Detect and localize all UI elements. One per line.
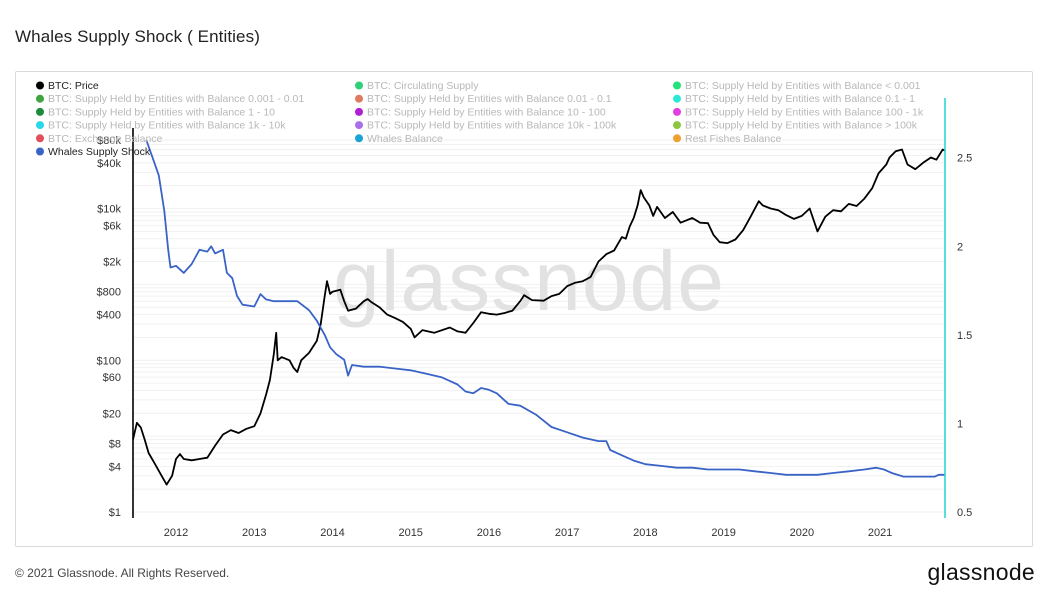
legend-item: BTC: Supply Held by Entities with Balanc…: [673, 80, 921, 92]
legend-swatch: [355, 94, 363, 103]
legend-swatch: [355, 134, 363, 143]
legend-swatch: [355, 121, 363, 130]
legend-swatch: [673, 81, 681, 90]
right-tick-label: 1: [957, 418, 963, 430]
left-tick-label: $800: [97, 287, 121, 299]
x-tick-label: 2019: [711, 527, 735, 539]
grid-layer: [133, 139, 945, 513]
legend-item: BTC: Supply Held by Entities with Balanc…: [36, 106, 275, 118]
left-tick-label: $1: [109, 507, 121, 519]
legend-label: BTC: Supply Held by Entities with Balanc…: [48, 93, 304, 105]
legend-label: BTC: Supply Held by Entities with Balanc…: [48, 106, 275, 118]
left-tick-label: $80k: [97, 135, 121, 147]
whales-supply-shock-line: [145, 139, 945, 478]
legend-swatch: [673, 107, 681, 116]
legend-swatch: [673, 134, 681, 143]
x-tick-label: 2018: [633, 527, 657, 539]
series-layer: [132, 139, 946, 486]
x-tick-label: 2014: [320, 527, 344, 539]
right-tick-label: 2.5: [957, 153, 972, 165]
left-tick-label: $60: [103, 372, 121, 384]
legend-item: BTC: Exchange Balance: [36, 133, 163, 145]
legend-swatch: [355, 81, 363, 90]
left-tick-label: $100: [97, 355, 121, 367]
legend-item: BTC: Supply Held by Entities with Balanc…: [673, 120, 918, 132]
left-tick-label: $40k: [97, 158, 121, 170]
left-tick-label: $6k: [103, 220, 121, 232]
legend-swatch: [36, 107, 44, 116]
legend-item: BTC: Supply Held by Entities with Balanc…: [355, 93, 612, 105]
left-tick-label: $2k: [103, 257, 121, 269]
legend-item: Whales Balance: [355, 133, 443, 145]
legend-item: Rest Fishes Balance: [673, 133, 781, 145]
legend-item: BTC: Price: [36, 80, 99, 92]
left-tick-label: $400: [97, 310, 121, 322]
x-tick-label: 2021: [868, 527, 892, 539]
left-tick-label: $4: [109, 461, 121, 473]
left-tick-label: $10k: [97, 204, 121, 216]
x-tick-label: 2016: [477, 527, 501, 539]
legend-label: BTC: Exchange Balance: [48, 133, 163, 145]
legend-label: Whales Balance: [367, 133, 443, 145]
left-tick-label: $8: [109, 438, 121, 450]
x-tick-label: 2013: [242, 527, 266, 539]
legend-label: BTC: Supply Held by Entities with Balanc…: [685, 106, 924, 118]
legend-swatch: [36, 147, 44, 156]
legend: BTC: Price BTC: Circulating Supply BTC: Su…: [36, 80, 924, 158]
footer-brand-logo: glassnode: [927, 559, 1035, 585]
right-tick-label: 0.5: [957, 507, 972, 519]
legend-item: BTC: Supply Held by Entities with Balanc…: [355, 120, 617, 132]
x-tick-label: 2015: [398, 527, 422, 539]
legend-label: BTC: Price: [48, 80, 99, 92]
btc-price-line: [132, 148, 946, 486]
legend-label: Whales Supply Shock: [48, 146, 151, 158]
legend-swatch: [36, 134, 44, 143]
x-tick-label: 2020: [790, 527, 814, 539]
chart-panel: glassnode $80k $40k $10k $6k $2k $800 $400 $100…: [15, 71, 1033, 547]
legend-item: BTC: Supply Held by Entities with Balanc…: [673, 93, 915, 105]
legend-label: BTC: Supply Held by Entities with Balanc…: [685, 93, 915, 105]
legend-label: BTC: Supply Held by Entities with Balanc…: [685, 80, 921, 92]
legend-item: Whales Supply Shock: [36, 146, 151, 158]
legend-swatch: [36, 121, 44, 130]
legend-label: BTC: Supply Held by Entities with Balanc…: [367, 106, 606, 118]
legend-label: Rest Fishes Balance: [685, 133, 781, 145]
right-tick-label: 2: [957, 241, 963, 253]
legend-item: BTC: Supply Held by Entities with Balanc…: [36, 93, 304, 105]
footer-copyright: © 2021 Glassnode. All Rights Reserved.: [15, 566, 230, 580]
chart-title: Whales Supply Shock ( Entities): [15, 27, 260, 46]
legend-swatch: [36, 94, 44, 103]
legend-label: BTC: Circulating Supply: [367, 80, 479, 92]
legend-label: BTC: Supply Held by Entities with Balanc…: [48, 120, 286, 132]
legend-swatch: [673, 121, 681, 130]
axis-layer: $80k $40k $10k $6k $2k $800 $400 $100 $60 $20 $8 $4…: [97, 98, 972, 539]
x-tick-label: 2017: [555, 527, 579, 539]
chart-svg: glassnode $80k $40k $10k $6k $2k $800 $400 $100…: [36, 80, 972, 539]
right-tick-label: 1.5: [957, 330, 972, 342]
legend-label: BTC: Supply Held by Entities with Balanc…: [367, 93, 612, 105]
legend-swatch: [36, 81, 44, 90]
legend-swatch: [355, 107, 363, 116]
watermark: glassnode: [333, 234, 725, 328]
x-tick-label: 2012: [164, 527, 188, 539]
left-tick-label: $20: [103, 408, 121, 420]
legend-swatch: [673, 94, 681, 103]
legend-item: BTC: Supply Held by Entities with Balanc…: [355, 106, 606, 118]
legend-item: BTC: Supply Held by Entities with Balanc…: [673, 106, 924, 118]
legend-item: BTC: Supply Held by Entities with Balanc…: [36, 120, 286, 132]
legend-label: BTC: Supply Held by Entities with Balanc…: [367, 120, 617, 132]
legend-label: BTC: Supply Held by Entities with Balanc…: [685, 120, 918, 132]
legend-item: BTC: Circulating Supply: [355, 80, 479, 92]
